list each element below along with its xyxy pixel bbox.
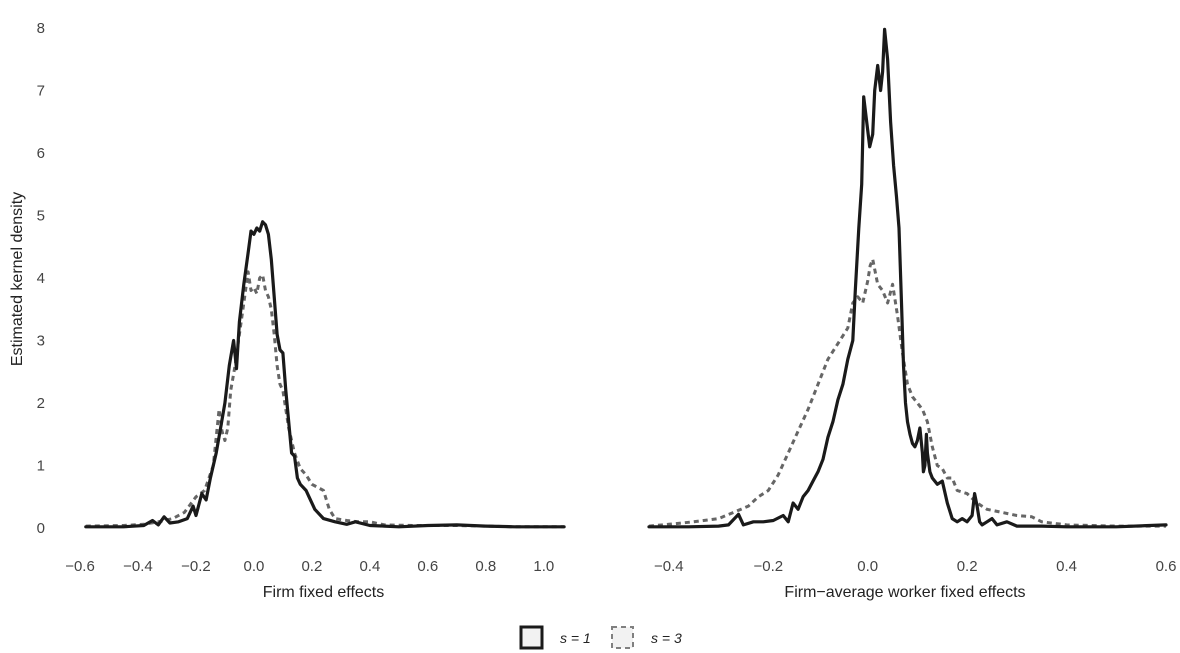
series-s1-line bbox=[84, 220, 566, 529]
y-tick-label: 8 bbox=[37, 20, 45, 37]
series-s3-line bbox=[648, 257, 1166, 528]
x-tick-labels: −0.6 −0.4 −0.2 0.0 0.2 0.4 0.6 0.8 1.0 bbox=[65, 558, 554, 575]
y-tick-labels: 0 1 2 3 4 5 6 7 8 bbox=[37, 20, 45, 537]
x-tick-label: −0.2 bbox=[753, 558, 783, 575]
x-tick-label: 0.6 bbox=[1156, 558, 1177, 575]
x-tick-label: 0.4 bbox=[359, 558, 380, 575]
legend-key-s1 bbox=[519, 625, 544, 650]
x-tick-label: −0.6 bbox=[65, 558, 95, 575]
x-tick-label: 0.2 bbox=[301, 558, 322, 575]
y-axis-label: Estimated kernel density bbox=[9, 192, 26, 366]
legend: s = 1 s = 3 bbox=[519, 625, 682, 650]
x-tick-label: 0.0 bbox=[243, 558, 264, 575]
y-tick-label: 6 bbox=[37, 145, 45, 162]
x-tick-label: 1.0 bbox=[533, 558, 554, 575]
y-tick-label: 7 bbox=[37, 83, 45, 100]
panel-firm-fixed-effects: 0 1 2 3 4 5 6 7 8 −0.6 −0.4 −0.2 0.0 0.2 0.4 0.6 0.8 1.0… bbox=[37, 20, 566, 601]
y-tick-label: 1 bbox=[37, 458, 45, 475]
y-tick-label: 5 bbox=[37, 208, 45, 225]
panel-firm-average-worker-fixed-effects: −0.4 −0.2 0.0 0.2 0.4 0.6 Firm−average worker… bbox=[647, 27, 1176, 601]
x-tick-label: −0.2 bbox=[181, 558, 211, 575]
x-tick-label: 0.2 bbox=[957, 558, 978, 575]
x-axis-label: Firm fixed effects bbox=[263, 584, 385, 601]
x-tick-label: −0.4 bbox=[123, 558, 153, 575]
y-tick-label: 4 bbox=[37, 270, 45, 287]
series-s1-line bbox=[647, 27, 1168, 529]
y-tick-label: 3 bbox=[37, 333, 45, 350]
density-lines bbox=[647, 27, 1168, 529]
y-tick-label: 2 bbox=[37, 395, 45, 412]
y-tick-label: 0 bbox=[37, 520, 45, 537]
series-s3-line bbox=[85, 270, 565, 529]
x-tick-labels: −0.4 −0.2 0.0 0.2 0.4 0.6 bbox=[654, 558, 1176, 575]
x-axis-label: Firm−average worker fixed effects bbox=[784, 584, 1025, 601]
x-tick-label: 0.6 bbox=[417, 558, 438, 575]
x-tick-label: −0.4 bbox=[654, 558, 684, 575]
density-lines bbox=[84, 220, 566, 529]
legend-key-s3 bbox=[611, 626, 634, 649]
x-tick-label: 0.4 bbox=[1056, 558, 1077, 575]
x-tick-label: 0.8 bbox=[475, 558, 496, 575]
legend-label-s3: s = 3 bbox=[651, 630, 682, 646]
x-tick-label: 0.0 bbox=[857, 558, 878, 575]
legend-label-s1: s = 1 bbox=[560, 630, 591, 646]
